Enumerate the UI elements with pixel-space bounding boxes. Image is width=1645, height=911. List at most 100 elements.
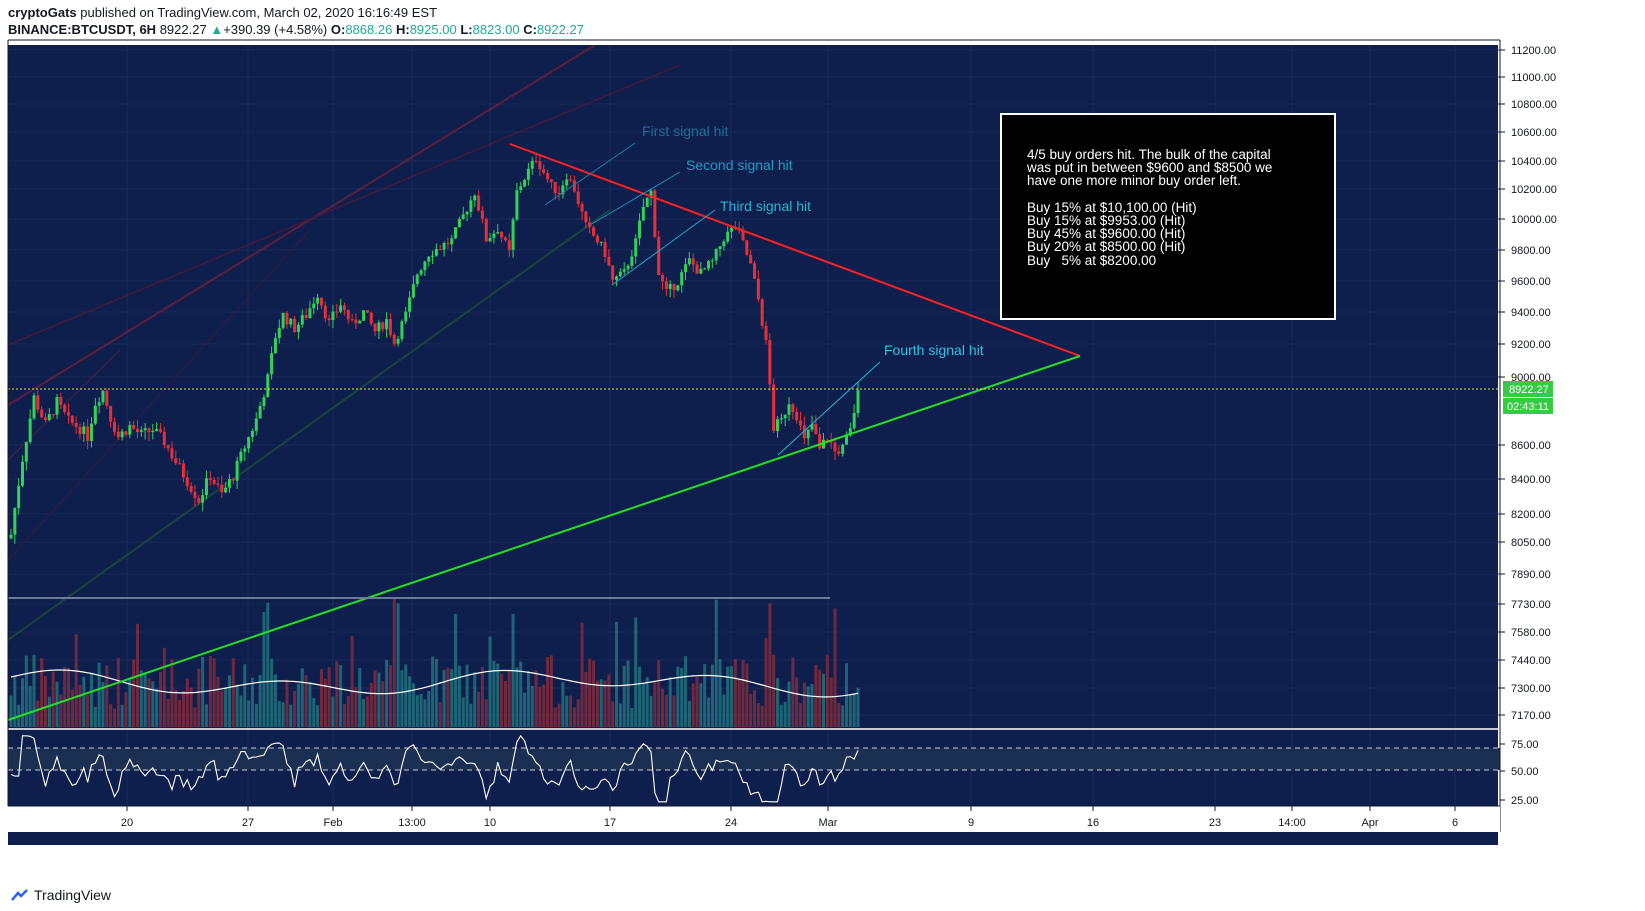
candle-body[interactable] [331,311,335,320]
candle-body[interactable] [105,390,109,406]
candle-body[interactable] [201,495,205,503]
candle-body[interactable] [661,274,665,282]
candle-body[interactable] [227,478,231,488]
candle-body[interactable] [450,238,454,245]
candle-body[interactable] [779,418,783,420]
candle-body[interactable] [354,319,358,324]
candle-body[interactable] [139,430,143,432]
candle-body[interactable] [638,220,642,239]
candle-body[interactable] [300,315,304,325]
candle-body[interactable] [584,211,588,223]
candle-body[interactable] [51,414,55,416]
candle-body[interactable] [549,179,553,182]
candle-body[interactable] [687,258,691,265]
candle-body[interactable] [799,420,803,426]
candle-body[interactable] [385,319,389,330]
candle-body[interactable] [323,305,327,319]
candle-body[interactable] [557,192,561,195]
candle-body[interactable] [13,508,17,535]
candle-body[interactable] [477,195,481,211]
candle-body[interactable] [273,338,277,354]
candle-body[interactable] [649,190,653,198]
candle-body[interactable] [772,384,776,431]
candle-body[interactable] [572,180,576,192]
candle-body[interactable] [461,214,465,219]
candle-body[interactable] [178,463,182,465]
candle-body[interactable] [247,437,251,449]
candle-body[interactable] [680,272,684,286]
candle-body[interactable] [427,256,431,262]
candle-body[interactable] [730,227,734,232]
candle-body[interactable] [787,404,791,415]
candle-body[interactable] [695,264,699,274]
candle-body[interactable] [741,230,745,241]
candle-body[interactable] [78,427,82,434]
candle-body[interactable] [845,435,849,445]
candle-body[interactable] [17,485,21,509]
candle-body[interactable] [339,305,343,312]
resistance-trendline[interactable] [509,143,1081,357]
candle-body[interactable] [603,241,607,257]
candle-body[interactable] [28,418,32,443]
candle-body[interactable] [112,421,116,432]
candle-body[interactable] [484,218,488,242]
candle-body[interactable] [618,271,622,277]
candle-body[interactable] [254,418,258,431]
candle-body[interactable] [810,424,814,430]
candle-body[interactable] [756,278,760,300]
author-name[interactable]: cryptoGats [8,5,77,20]
candle-body[interactable] [281,312,285,328]
candle-body[interactable] [296,324,300,332]
candle-body[interactable] [856,390,860,413]
candle-body[interactable] [837,451,841,454]
candle-body[interactable] [392,334,396,344]
candle-body[interactable] [684,264,688,273]
candle-body[interactable] [43,417,47,421]
candle-body[interactable] [507,240,511,250]
candle-body[interactable] [599,241,603,243]
rsi-pane[interactable] [8,728,1500,803]
candle-body[interactable] [553,181,557,193]
candle-body[interactable] [814,424,818,435]
candle-body[interactable] [415,274,419,285]
candle-body[interactable] [676,285,680,291]
candle-body[interactable] [101,390,105,403]
candle-body[interactable] [672,283,676,291]
candle-body[interactable] [745,240,749,255]
candle-body[interactable] [193,492,197,499]
candle-body[interactable] [388,319,392,335]
candle-body[interactable] [664,281,668,289]
candle-body[interactable] [9,534,13,539]
candle-body[interactable] [530,161,534,169]
candle-body[interactable] [70,415,74,423]
candle-body[interactable] [258,406,262,419]
candle-body[interactable] [216,483,220,485]
third-signal-label[interactable]: Third signal hit [720,198,811,214]
candle-body[interactable] [36,395,40,410]
candle-body[interactable] [848,428,852,436]
candle-body[interactable] [825,439,829,441]
candle-body[interactable] [235,460,239,481]
candle-body[interactable] [20,461,24,486]
candle-body[interactable] [411,284,415,298]
candle-body[interactable] [270,353,274,375]
candle-body[interactable] [155,429,159,431]
candle-body[interactable] [419,270,423,275]
candle-body[interactable] [565,179,569,186]
candle-body[interactable] [109,405,113,422]
candle-body[interactable] [147,428,151,433]
candle-body[interactable] [59,397,63,405]
candle-body[interactable] [818,434,822,449]
candle-body[interactable] [89,423,93,441]
candle-body[interactable] [722,241,726,247]
candle-body[interactable] [373,323,377,332]
candle-body[interactable] [446,243,450,245]
candle-body[interactable] [691,258,695,265]
candle-body[interactable] [718,246,722,250]
candle-body[interactable] [404,311,408,322]
candle-body[interactable] [381,322,385,330]
candle-body[interactable] [293,318,297,332]
candle-body[interactable] [151,430,155,433]
candle-body[interactable] [496,232,500,234]
candle-body[interactable] [74,422,78,427]
